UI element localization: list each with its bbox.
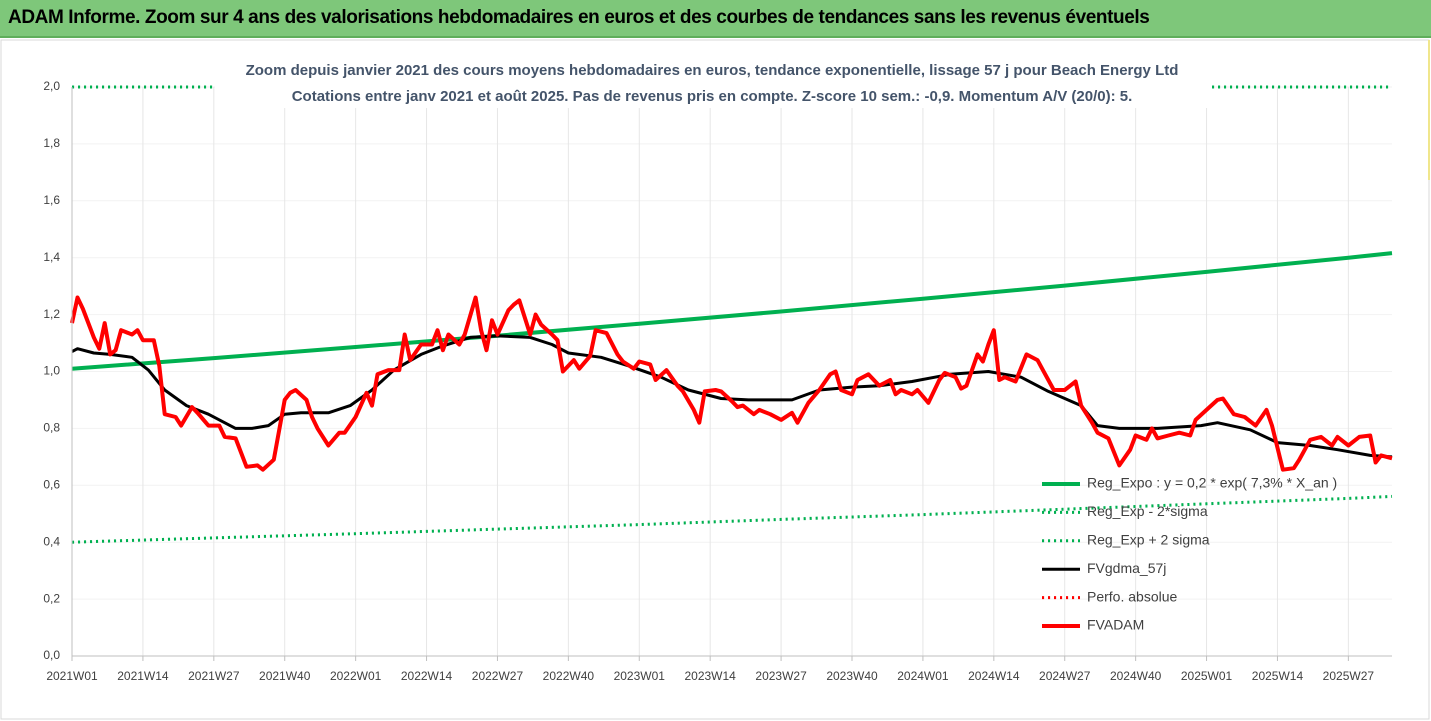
x-tick-label: 2024W27 <box>1039 669 1091 683</box>
legend-label: Perfo. absolue <box>1087 588 1177 604</box>
legend-label: Reg_Exp + 2 sigma <box>1087 532 1210 548</box>
chart-title: Zoom depuis janvier 2021 des cours moyen… <box>246 62 1179 79</box>
legend-label: Reg_Expo : y = 0,2 * exp( 7,3% * X_an ) <box>1087 475 1337 491</box>
chart-frame <box>0 39 1430 720</box>
y-tick-label: 0,0 <box>43 648 60 662</box>
axes: 0,0 0,2 0,4 0,6 0,8 1,0 1,2 1,4 1,6 1,8 2,0 2021W01… <box>43 79 1392 683</box>
series-line <box>70 295 1393 472</box>
x-tick-label: 2023W40 <box>826 669 878 683</box>
y-tick-label: 0,4 <box>43 534 60 548</box>
x-tick-label: 2025W01 <box>1181 669 1233 683</box>
y-tick-label: 0,6 <box>43 477 60 491</box>
y-tick-label: 0,2 <box>43 591 60 605</box>
series-line <box>71 251 1393 371</box>
legend-label: FVADAM <box>1087 617 1144 633</box>
x-tick-label: 2021W14 <box>117 669 169 683</box>
y-tick-label: 1,0 <box>43 364 60 378</box>
x-tick-label: 2022W14 <box>401 669 453 683</box>
x-tick-label: 2023W01 <box>614 669 666 683</box>
series-line <box>71 334 1393 459</box>
x-tick-label: 2021W40 <box>259 669 311 683</box>
header-title: ADAM Informe. Zoom sur 4 ans des valoris… <box>8 7 1150 28</box>
chart-subtitle: Cotations entre janv 2021 et août 2025. … <box>292 88 1133 105</box>
y-tick-label: 1,2 <box>43 307 60 321</box>
x-tick-label: 2022W40 <box>543 669 595 683</box>
x-tick-label: 2021W27 <box>188 669 240 683</box>
y-tick-label: 1,8 <box>43 136 60 150</box>
x-tick-label: 2023W27 <box>755 669 807 683</box>
header: ADAM Informe. Zoom sur 4 ans des valoris… <box>0 0 1431 38</box>
x-tick-label: 2024W40 <box>1110 669 1162 683</box>
x-tick-label: 2022W01 <box>330 669 382 683</box>
series-line <box>71 494 1393 544</box>
legend: Reg_Expo : y = 0,2 * exp( 7,3% * X_an ) R… <box>1042 475 1337 633</box>
x-tick-label: 2025W14 <box>1252 669 1304 683</box>
x-tick-label: 2025W27 <box>1323 669 1375 683</box>
title-box <box>215 56 1212 108</box>
y-tick-label: 2,0 <box>43 79 60 93</box>
x-tick-label: 2021W01 <box>46 669 98 683</box>
x-tick-label: 2022W27 <box>472 669 524 683</box>
legend-label: FVgdma_57j <box>1087 560 1166 576</box>
x-tick-label: 2023W14 <box>684 669 736 683</box>
x-tick-label: 2024W14 <box>968 669 1020 683</box>
y-tick-label: 1,4 <box>43 250 60 264</box>
y-tick-label: 0,8 <box>43 421 60 435</box>
grid <box>71 86 1392 657</box>
legend-label: Reg_Exp - 2*sigma <box>1087 503 1208 519</box>
x-tick-label: 2024W01 <box>897 669 949 683</box>
y-tick-label: 1,6 <box>43 193 60 207</box>
